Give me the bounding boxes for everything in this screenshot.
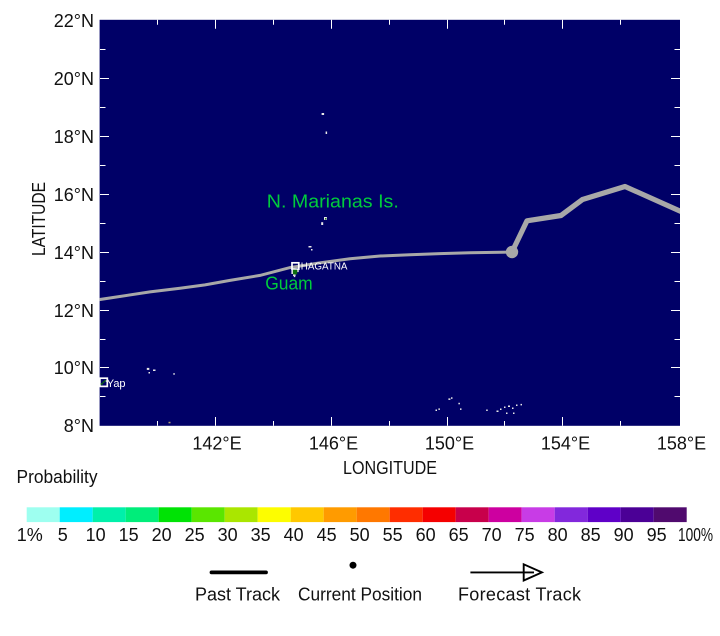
svg-text:30: 30 [218,525,238,545]
svg-text:85: 85 [581,525,601,545]
svg-text:95: 95 [647,525,667,545]
svg-text:Past Track: Past Track [195,584,281,604]
svg-text:146°E: 146°E [309,434,358,454]
svg-text:45: 45 [317,525,337,545]
svg-text:35: 35 [251,525,271,545]
svg-text:25: 25 [185,525,205,545]
svg-text:12°N: 12°N [54,301,94,321]
svg-text:150°E: 150°E [425,434,474,454]
svg-text:10: 10 [86,525,106,545]
svg-text:90: 90 [614,525,634,545]
svg-text:LONGITUDE: LONGITUDE [343,458,437,478]
svg-text:LATITUDE: LATITUDE [28,182,49,256]
svg-text:15: 15 [119,525,139,545]
svg-text:5: 5 [58,525,68,545]
svg-text:N. Marianas Is.: N. Marianas Is. [267,190,399,211]
svg-text:16°N: 16°N [54,185,94,205]
svg-text:Yap: Yap [107,378,126,390]
svg-text:50: 50 [350,525,370,545]
svg-text:70: 70 [482,525,502,545]
svg-text:80: 80 [548,525,568,545]
svg-text:40: 40 [284,525,304,545]
svg-text:20: 20 [152,525,172,545]
svg-text:14°N: 14°N [54,243,94,263]
svg-text:75: 75 [515,525,535,545]
svg-text:154°E: 154°E [541,434,590,454]
svg-text:100%: 100% [678,525,713,545]
svg-text:22°N: 22°N [54,11,94,31]
svg-text:18°N: 18°N [54,127,94,147]
svg-text:HAGATNA: HAGATNA [301,262,348,273]
svg-text:1%: 1% [17,525,43,545]
svg-text:20°N: 20°N [54,69,94,89]
svg-text:10°N: 10°N [54,358,94,378]
svg-text:Current Position: Current Position [298,584,422,604]
svg-text:Probability: Probability [17,467,98,487]
svg-text:8°N: 8°N [64,416,94,436]
svg-text:Forecast Track: Forecast Track [458,584,582,604]
svg-text:Guam: Guam [265,272,313,293]
svg-text:60: 60 [416,525,436,545]
svg-text:158°E: 158°E [657,434,706,454]
svg-text:55: 55 [383,525,403,545]
svg-text:142°E: 142°E [192,434,241,454]
svg-text:65: 65 [449,525,469,545]
